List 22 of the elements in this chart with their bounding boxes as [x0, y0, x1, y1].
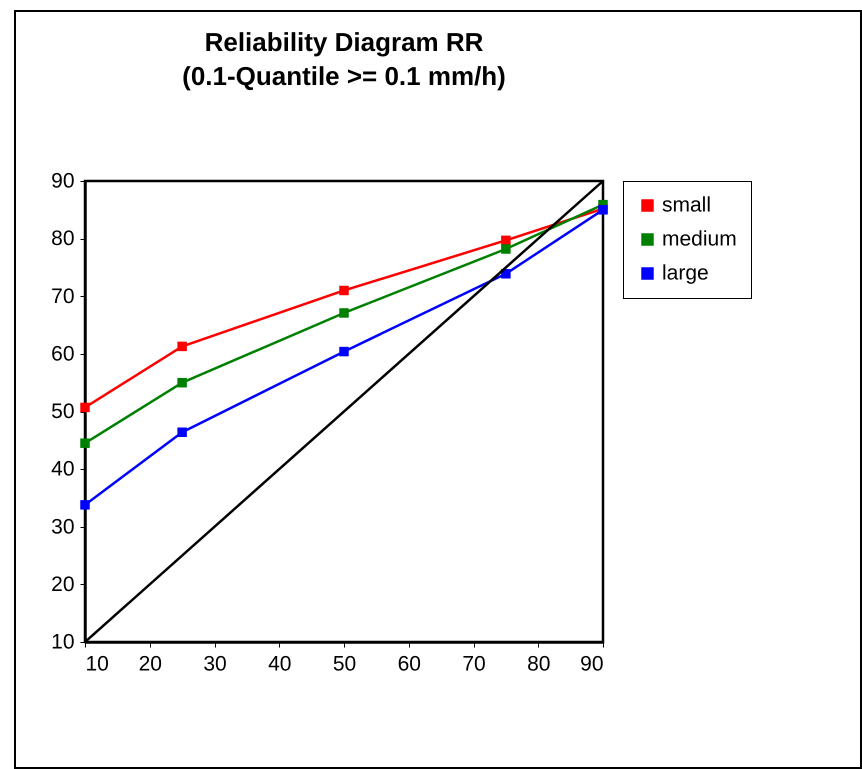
y-tick-label: 30: [51, 515, 74, 538]
x-tick-label: 90: [580, 652, 604, 676]
x-tick-label: 10: [86, 652, 109, 676]
y-tick-label: 70: [51, 284, 74, 308]
y-tick-label: 90: [51, 170, 74, 192]
y-tick-label: 50: [51, 400, 74, 423]
legend-label: medium: [662, 228, 737, 250]
y-tick-label: 10: [51, 630, 74, 654]
x-tick-label: 50: [332, 652, 356, 676]
chart-title: Reliability Diagram RR (0.1-Quantile >= 0.1 mm/h): [182, 27, 506, 91]
y-tick-label: 20: [51, 572, 74, 596]
x-tick-label: 70: [462, 652, 486, 676]
x-tick-label: 40: [268, 652, 292, 676]
x-tick-label: 80: [527, 652, 550, 676]
y-tick-label: 40: [51, 458, 74, 481]
x-tick-label: 60: [398, 652, 421, 676]
x-tick-label: 30: [203, 652, 227, 676]
y-tick-label: 80: [51, 227, 74, 250]
legend-label: small: [662, 194, 712, 216]
y-tick-label: 60: [51, 342, 74, 366]
legend-label: large: [662, 262, 709, 284]
x-tick-label: 20: [138, 652, 162, 676]
